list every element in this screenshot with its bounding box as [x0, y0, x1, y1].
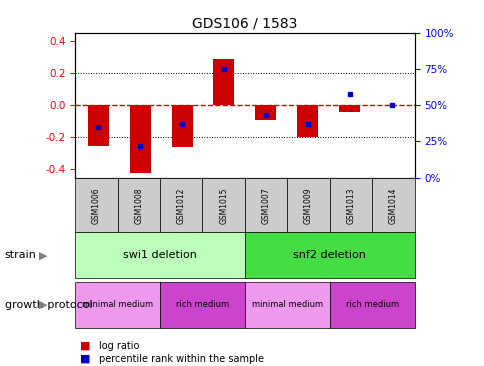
- Bar: [297, 105, 318, 137]
- Text: GSM1008: GSM1008: [134, 187, 143, 224]
- Text: ▶: ▶: [39, 300, 48, 310]
- Text: percentile rank within the sample: percentile rank within the sample: [99, 354, 264, 364]
- Bar: [338, 105, 360, 112]
- Title: GDS106 / 1583: GDS106 / 1583: [192, 16, 297, 30]
- Text: strain: strain: [5, 250, 37, 260]
- Text: growth protocol: growth protocol: [5, 300, 92, 310]
- Text: GSM1013: GSM1013: [346, 187, 355, 224]
- Text: minimal medium: minimal medium: [251, 300, 322, 309]
- Bar: [88, 105, 108, 146]
- Bar: [171, 105, 192, 147]
- Text: GSM1012: GSM1012: [176, 187, 185, 224]
- Text: GSM1007: GSM1007: [261, 187, 270, 224]
- Text: rich medium: rich medium: [345, 300, 398, 309]
- Text: ■: ■: [80, 354, 91, 364]
- Text: GSM1009: GSM1009: [303, 187, 313, 224]
- Bar: [255, 105, 276, 120]
- Text: minimal medium: minimal medium: [82, 300, 153, 309]
- Text: GSM1006: GSM1006: [91, 187, 101, 224]
- Text: snf2 deletion: snf2 deletion: [293, 250, 365, 260]
- Text: GSM1015: GSM1015: [219, 187, 228, 224]
- Text: ■: ■: [80, 341, 91, 351]
- Bar: [213, 59, 234, 105]
- Text: log ratio: log ratio: [99, 341, 139, 351]
- Text: ▶: ▶: [39, 250, 48, 260]
- Text: swi1 deletion: swi1 deletion: [123, 250, 197, 260]
- Bar: [129, 105, 151, 173]
- Text: rich medium: rich medium: [176, 300, 228, 309]
- Text: GSM1014: GSM1014: [388, 187, 397, 224]
